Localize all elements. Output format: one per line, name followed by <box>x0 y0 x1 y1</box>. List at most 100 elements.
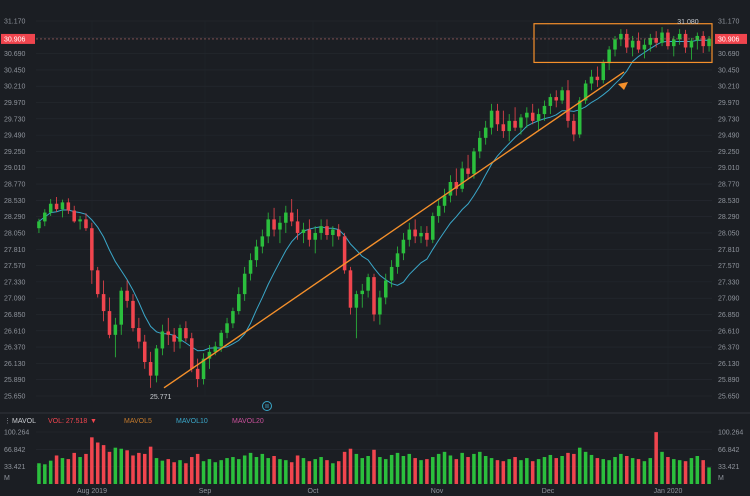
volume-bar <box>125 450 129 484</box>
volume-tick-right: 33.421 <box>718 464 740 471</box>
candle <box>548 93 553 115</box>
volume-bar <box>466 457 470 484</box>
volume-bar <box>636 459 641 484</box>
volume-bar <box>519 460 523 484</box>
volume-bar <box>178 460 182 484</box>
volume-bar <box>460 452 464 484</box>
candle <box>166 317 171 346</box>
volume-bar <box>583 451 588 484</box>
price-tick-left: 29.490 <box>4 133 26 140</box>
volume-bar <box>436 453 441 484</box>
candle <box>66 198 71 214</box>
volume-bar <box>642 461 647 484</box>
price-tick-right: 26.370 <box>718 345 740 352</box>
volume-bar <box>619 453 623 484</box>
candle <box>284 205 288 233</box>
candle <box>84 213 88 231</box>
candle <box>495 103 500 132</box>
low-annotation: 25.771 <box>150 394 172 401</box>
volume-bar <box>442 451 447 484</box>
price-tick-right: 29.490 <box>718 133 740 140</box>
price-tick-right: 31.170 <box>718 19 740 26</box>
candle <box>519 114 523 135</box>
volume-bar <box>401 455 406 484</box>
volume-bar <box>78 457 82 484</box>
volume-bar <box>548 454 553 484</box>
volume-bar <box>66 459 71 484</box>
volume-bar <box>672 459 676 484</box>
mavol-icon[interactable]: ⋮ <box>4 418 11 425</box>
volume-bar <box>489 458 494 484</box>
candle <box>107 297 112 339</box>
volume-bar <box>695 455 700 484</box>
current-price-label-left: 30.906 <box>4 36 26 43</box>
candle <box>295 209 300 240</box>
volume-bar <box>513 457 517 484</box>
candle <box>231 307 235 329</box>
candle <box>125 280 129 308</box>
volume-bar <box>231 457 235 484</box>
x-tick-label: Jan 2020 <box>654 488 683 495</box>
volume-bar <box>648 458 653 484</box>
volume-bar <box>478 451 482 484</box>
mavol-title: MAVOL <box>12 418 36 425</box>
volume-bar <box>272 455 276 484</box>
candle <box>389 260 394 288</box>
candle <box>348 266 353 315</box>
volume-bars <box>37 432 711 484</box>
volume-bar <box>607 460 611 484</box>
volume-tick-left: 100.264 <box>4 430 29 437</box>
candle <box>407 222 412 247</box>
volume-bar <box>366 455 370 484</box>
volume-bar <box>278 459 282 484</box>
volume-bar <box>383 459 388 484</box>
volume-bar <box>378 457 382 484</box>
candle <box>478 131 482 159</box>
candle <box>260 229 265 254</box>
price-tick-left: 29.970 <box>4 100 26 107</box>
candle <box>160 324 165 356</box>
candle <box>395 246 400 274</box>
volume-bar <box>119 448 123 484</box>
volume-bar <box>554 458 558 484</box>
volume-bar <box>483 455 488 484</box>
price-tick-right: 27.810 <box>718 247 740 254</box>
volume-bar <box>389 454 394 484</box>
volume-bar <box>536 459 541 484</box>
price-tick-right: 30.690 <box>718 51 740 58</box>
annotations: 31.080 25.771 <box>150 19 713 401</box>
candle <box>190 332 194 373</box>
volume-bar <box>495 460 500 484</box>
volume-bar <box>84 453 88 484</box>
price-tick-right: 26.610 <box>718 328 740 335</box>
volume-bar <box>60 458 65 484</box>
price-tick-right: 28.770 <box>718 182 740 189</box>
candle <box>501 110 506 138</box>
price-axis-right: 31.17030.93030.69030.45030.21029.97029.7… <box>718 19 740 401</box>
candle <box>142 334 147 369</box>
price-tick-right: 27.330 <box>718 279 740 286</box>
candle <box>307 219 312 247</box>
scroll-navigator-icon[interactable] <box>262 401 272 411</box>
candle <box>613 35 617 57</box>
candle <box>336 224 341 240</box>
volume-bar <box>37 463 41 484</box>
volume-bar <box>207 459 212 484</box>
candle <box>237 287 241 315</box>
price-tick-right: 29.970 <box>718 100 740 107</box>
price-tick-left: 29.250 <box>4 149 26 156</box>
volume-bar <box>166 459 171 484</box>
candle <box>360 283 365 308</box>
volume-bar <box>530 461 535 484</box>
volume-bar <box>589 454 594 484</box>
volume-bar <box>301 458 306 484</box>
candle <box>577 97 582 138</box>
volume-bar <box>113 447 118 484</box>
candle <box>472 148 476 179</box>
price-tick-left: 27.090 <box>4 296 26 303</box>
candle <box>666 29 670 50</box>
price-tick-left: 26.370 <box>4 345 26 352</box>
volume-bar <box>654 432 658 484</box>
price-tick-right: 28.530 <box>718 198 740 205</box>
